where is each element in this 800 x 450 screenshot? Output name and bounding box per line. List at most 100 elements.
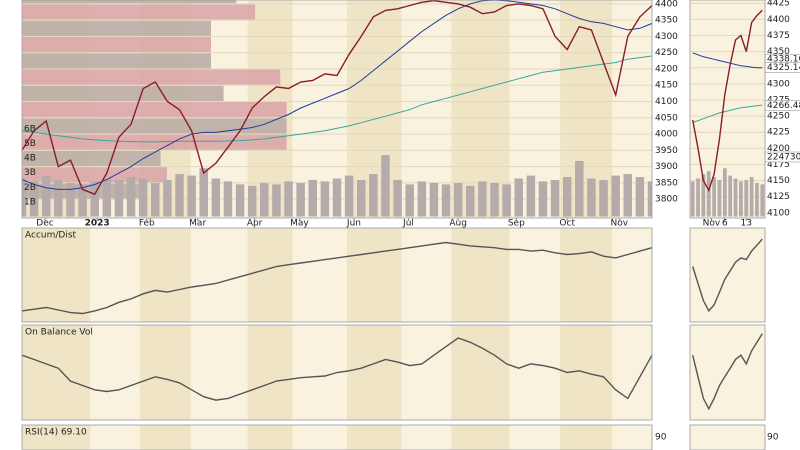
panel-frame	[689, 0, 766, 219]
volume-bar	[706, 171, 711, 217]
panel-frame	[689, 227, 766, 323]
volume-bar	[247, 185, 257, 217]
x-tick-label: Nov	[610, 219, 628, 229]
volume-profile-bar	[22, 4, 256, 20]
volume-bar	[66, 182, 75, 217]
y-tick-label: 4000	[655, 130, 678, 140]
y-tick-label: 4150	[655, 81, 678, 91]
volume-bar	[712, 177, 716, 217]
volume-bar	[405, 184, 414, 217]
volume-bar	[611, 175, 620, 217]
x-tick-label: Feb	[139, 219, 155, 229]
volume-bar	[296, 182, 305, 217]
month-band	[38, 325, 91, 420]
panel-frame	[21, 227, 653, 323]
month-band	[247, 325, 293, 420]
volume-bar	[441, 184, 451, 217]
volume-profile-bar	[22, 150, 161, 167]
month-band	[560, 228, 613, 322]
x-tick-label: Apr	[247, 219, 263, 229]
y-tick-label: 4225	[767, 128, 790, 138]
annotation-label: 4338.16	[767, 55, 800, 65]
panel-background	[22, 228, 652, 322]
y-tick-label: 4100	[655, 97, 678, 107]
x-tick-label: Nov	[703, 219, 721, 229]
volume-profile-bar	[22, 53, 211, 69]
volume-bar	[728, 175, 733, 217]
y-tick-label: 4300	[655, 32, 678, 42]
y2-tick-label: 4B	[24, 154, 36, 164]
volume-bar	[749, 177, 754, 217]
y-tick-label: 4350	[767, 47, 790, 57]
volume-bar	[562, 177, 572, 217]
volume-bar	[78, 184, 87, 217]
volume-bar	[696, 178, 700, 217]
x-tick-label: Jul	[402, 219, 414, 229]
month-band	[139, 425, 191, 450]
y-tick-label: 4175	[767, 160, 790, 170]
y-tick-label: 4300	[767, 79, 790, 89]
volume-bar	[502, 184, 511, 217]
y-tick-label: 4200	[767, 144, 790, 154]
volume-bar	[272, 184, 281, 217]
y-tick-label: 3900	[655, 162, 678, 172]
volume-profile-bar	[22, 20, 211, 36]
panel-frame	[689, 424, 766, 450]
x-tick-label: Mar	[189, 219, 206, 229]
volume-bar	[393, 179, 402, 217]
y-tick-label: 4150	[767, 176, 790, 186]
volume-bar	[369, 174, 378, 217]
x-tick-label: 6	[722, 219, 728, 229]
x-tick-label: Dec	[36, 219, 53, 229]
y-tick-label: 4250	[655, 48, 678, 58]
volume-profile-bar	[22, 0, 237, 4]
month-band	[38, 425, 91, 450]
volume-bar	[114, 179, 124, 217]
volume-bar	[163, 179, 172, 217]
volume-profile-bar	[22, 36, 211, 53]
volume-bar	[126, 177, 136, 217]
month-band	[346, 325, 402, 420]
volume-bar	[744, 179, 749, 217]
volume-bar	[417, 181, 427, 217]
series-line	[692, 9, 763, 193]
volume-bar	[717, 179, 722, 217]
volume-bar	[199, 168, 208, 217]
volume-profile-bar	[22, 69, 281, 85]
y-tick-label: 90	[655, 432, 667, 442]
month-band	[139, 228, 191, 322]
y2-tick-label: 3B	[24, 168, 36, 178]
volume-bar	[550, 179, 560, 217]
y-tick-label: 4200	[655, 64, 678, 74]
volume-bar	[733, 178, 738, 217]
y2-tick-label: 6B	[24, 124, 36, 134]
y-tick-label: 4425	[767, 0, 790, 9]
volume-bar	[587, 178, 596, 217]
panel-title: RSI(14) 69.10	[25, 428, 87, 438]
series-line	[692, 52, 763, 69]
panel-title: On Balance Vol	[25, 328, 93, 338]
volume-bar	[54, 179, 63, 217]
y-tick-label: 4350	[655, 16, 678, 26]
volume-bar	[623, 174, 633, 217]
volume-bar	[478, 181, 487, 217]
volume-bar	[211, 178, 221, 217]
panel-background	[690, 425, 765, 450]
panel-frame	[21, 324, 653, 421]
panel-background	[22, 425, 652, 450]
annotation-label: 2247300	[767, 153, 800, 163]
volume-bar	[722, 168, 727, 217]
volume-bar	[29, 181, 39, 217]
y2-tick-label: 2B	[24, 183, 36, 193]
month-band	[247, 228, 293, 322]
x-tick-label: Aug	[449, 219, 467, 229]
annotation-label: 4325.14	[767, 63, 800, 73]
month-band	[346, 228, 402, 322]
volume-bar	[356, 179, 366, 217]
month-band	[38, 228, 91, 322]
volume-bar	[320, 181, 330, 217]
volume-bar	[223, 181, 233, 217]
volume-bar	[760, 184, 765, 217]
x-tick-label: Jun	[346, 219, 361, 229]
